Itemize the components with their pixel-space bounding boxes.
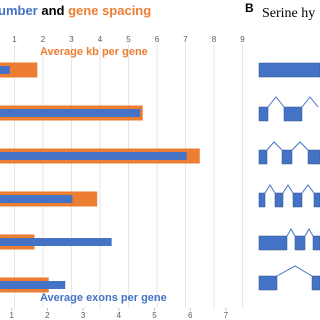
exon <box>312 235 320 251</box>
title-part: and <box>41 3 64 18</box>
x-tick-label: 7 <box>183 35 188 44</box>
x2-tick-label: 5 <box>152 311 157 320</box>
exon <box>292 192 303 208</box>
panel-title: Serine hy <box>262 6 315 21</box>
exon <box>258 275 278 291</box>
bar <box>0 238 112 246</box>
bar <box>0 152 187 160</box>
x2-tick-label: 3 <box>81 311 86 320</box>
exon <box>311 275 320 291</box>
x2-tick-label: 7 <box>224 311 229 320</box>
x-tick-label: 2 <box>41 35 46 44</box>
exon <box>313 192 320 208</box>
x-tick-label: 9 <box>240 35 245 44</box>
intron <box>304 227 314 237</box>
legend-label: Average exons per gene <box>40 292 167 304</box>
exon <box>281 149 293 165</box>
x-tick-label: 1 <box>12 35 17 44</box>
bars: 1 2 3 4 5 6 7 8 9 1 2 3 4 5 6 7 Average kb per gene Avera… <box>0 35 245 320</box>
title-part: umber <box>0 3 38 18</box>
exon <box>274 192 284 208</box>
x-tick-label: 3 <box>69 35 74 44</box>
x2-tick-label: 2 <box>45 311 50 320</box>
exon <box>307 149 320 165</box>
x-tick-label: 4 <box>98 35 103 44</box>
exon <box>283 106 303 122</box>
intron <box>291 141 309 151</box>
intron <box>264 184 276 194</box>
bar <box>0 195 73 203</box>
grid <box>14 45 243 308</box>
x-tick-label: 8 <box>212 35 217 44</box>
x-tick-label: 6 <box>155 35 160 44</box>
legend-label: Average kb per gene <box>40 46 148 58</box>
exon <box>258 192 266 208</box>
intron <box>301 96 319 108</box>
chart-title: umber and gene spacing <box>0 3 151 18</box>
panel-letter: B <box>245 1 254 15</box>
gene-models <box>258 62 320 291</box>
x2-tick-label: 1 <box>9 311 14 320</box>
exon <box>258 62 320 78</box>
exon <box>294 235 306 251</box>
x2-tick-label: 6 <box>188 311 193 320</box>
intron <box>266 141 283 151</box>
intron <box>282 184 294 194</box>
title-part: gene spacing <box>68 3 151 18</box>
x-tick-label: 5 <box>126 35 131 44</box>
intron <box>267 96 285 108</box>
intron <box>286 227 296 237</box>
bar <box>0 281 66 289</box>
exon <box>258 235 288 251</box>
bar <box>0 109 141 117</box>
exon <box>258 149 268 165</box>
exon <box>258 106 269 122</box>
intron <box>276 265 313 277</box>
x2-tick-label: 4 <box>117 311 122 320</box>
bar <box>0 66 10 74</box>
intron <box>301 184 315 194</box>
